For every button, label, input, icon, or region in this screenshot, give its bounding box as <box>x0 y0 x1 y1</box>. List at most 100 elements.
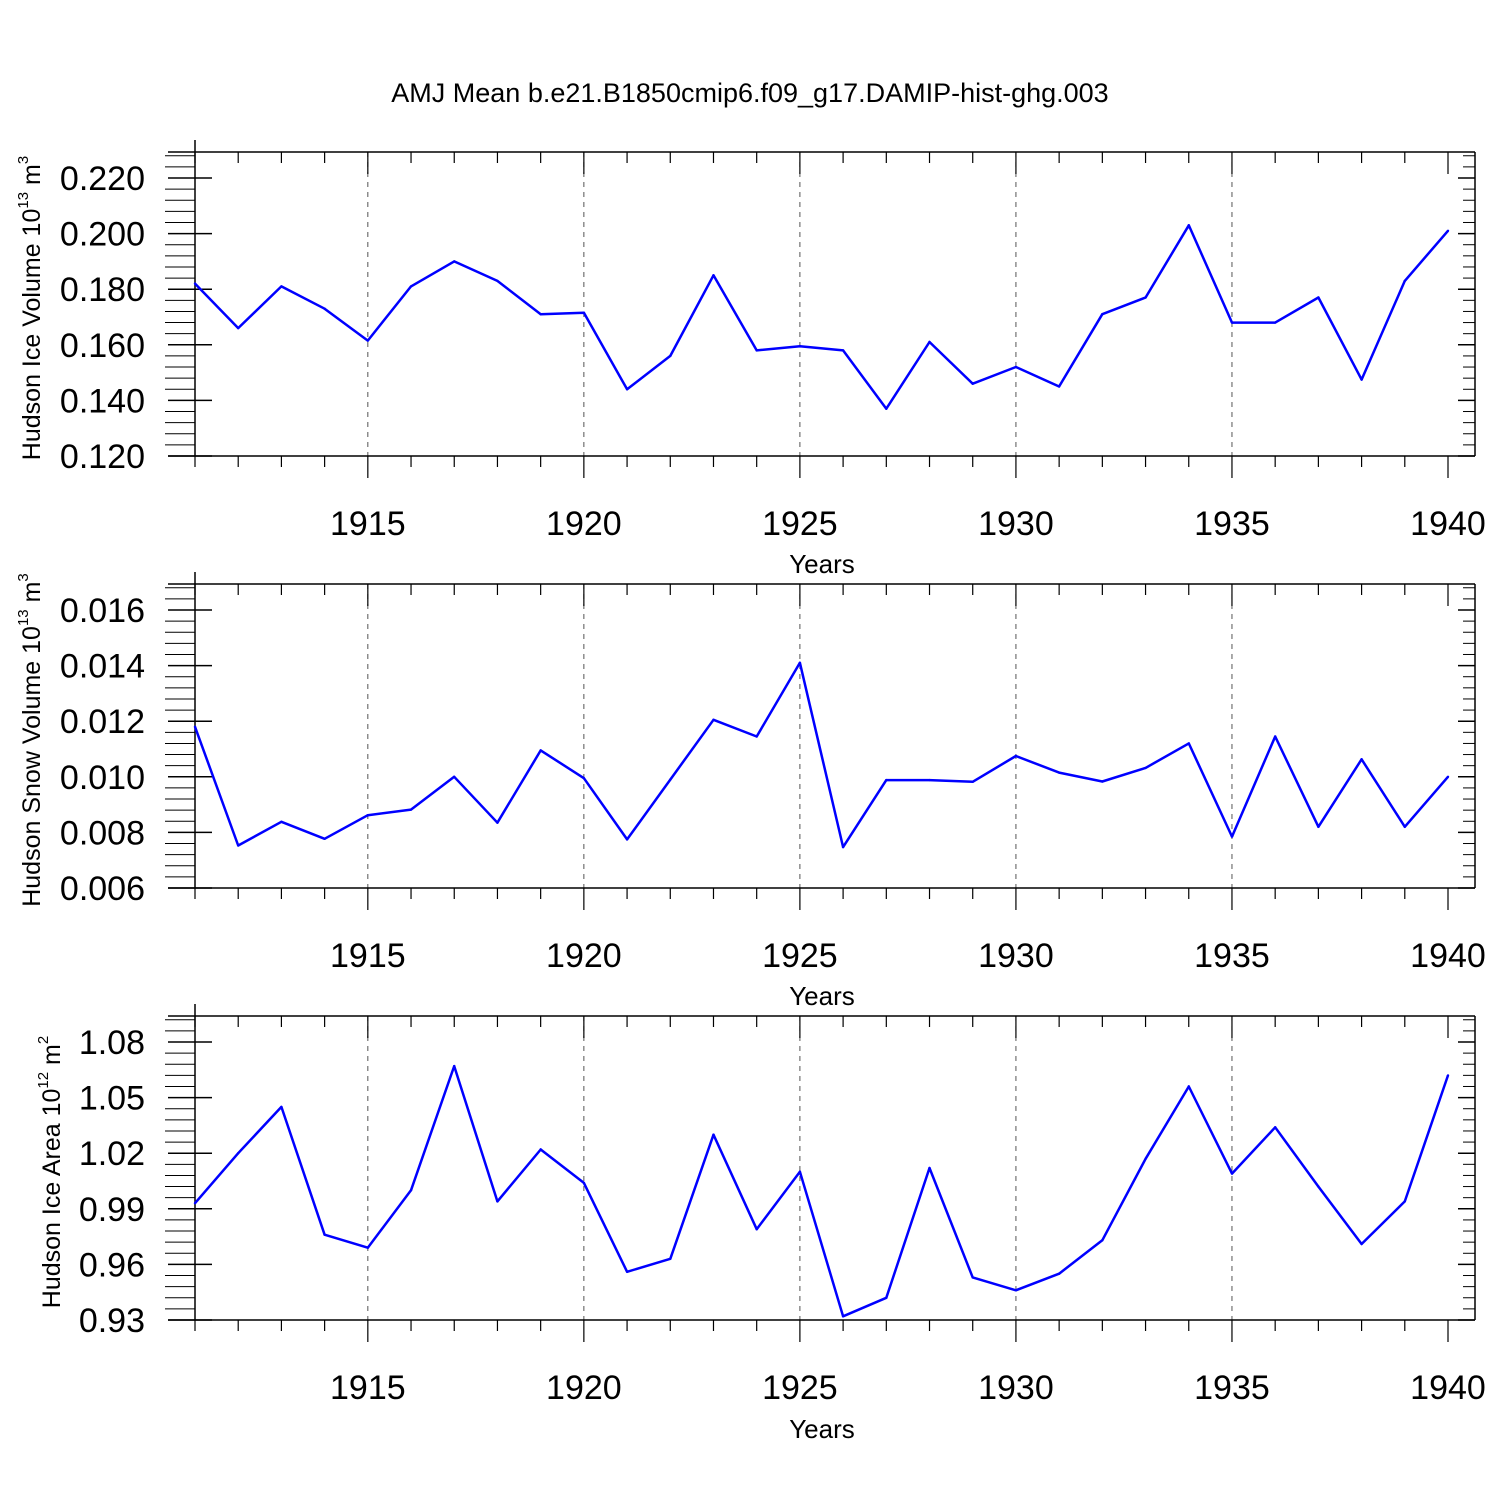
x-axis-title: Years <box>789 1414 855 1444</box>
data-point <box>798 345 802 348</box>
data-point <box>582 777 586 780</box>
data-point <box>1230 1172 1234 1175</box>
data-point <box>669 1257 672 1261</box>
y-tick-label: 1.02 <box>79 1135 145 1173</box>
y-tick-label: 0.180 <box>60 271 145 309</box>
data-point <box>409 1189 413 1192</box>
data-point <box>582 1181 586 1185</box>
data-point <box>1014 365 1018 369</box>
y-axis-title: Hudson Snow Volume 1013 m3 <box>15 573 46 907</box>
data-point <box>841 349 845 352</box>
panel-ice-area: 0.93 0.96 0.99 1.02 1.05 1.08 1915 1920 1925 1930… <box>35 1004 1486 1444</box>
x-tick-label: 1935 <box>1194 1369 1270 1407</box>
data-point <box>1057 771 1061 774</box>
data-point <box>1274 321 1277 324</box>
data-point <box>366 814 369 817</box>
x-tick-label: 1925 <box>762 505 838 543</box>
y-tick-label: 0.120 <box>60 438 145 476</box>
data-point <box>237 844 240 847</box>
data-point <box>1360 1242 1363 1246</box>
data-point <box>366 339 369 342</box>
data-point <box>798 661 802 664</box>
data-point <box>669 354 672 358</box>
y-axis-title: Hudson Ice Volume 1013 m3 <box>15 156 46 460</box>
data-point <box>712 274 715 277</box>
x-tick-label: 1930 <box>978 505 1054 543</box>
x-axis-title: Years <box>789 549 855 579</box>
y-tick-label: 0.160 <box>60 327 145 365</box>
data-point <box>1317 296 1320 299</box>
data-point <box>928 778 931 782</box>
data-point <box>971 780 974 783</box>
data-point <box>280 1105 283 1109</box>
data-point <box>1014 754 1018 758</box>
y-tick-label: 1.05 <box>79 1080 145 1118</box>
x-tick-label: 1940 <box>1410 505 1486 543</box>
data-point <box>1144 1157 1147 1161</box>
data-point <box>1014 1289 1018 1292</box>
data-point <box>625 838 629 841</box>
data-point <box>1274 1126 1277 1129</box>
chart-title: AMJ Mean b.e21.B1850cmip6.f09_g17.DAMIP-… <box>391 78 1109 108</box>
data-point <box>1057 385 1061 388</box>
x-tick-label: 1915 <box>330 1369 406 1407</box>
data-point <box>798 1170 802 1173</box>
y-tick-label: 0.200 <box>60 216 145 254</box>
x-tick-label: 1915 <box>330 937 406 975</box>
data-point <box>712 1133 715 1136</box>
y-tick-label: 0.93 <box>79 1302 145 1340</box>
data-point <box>539 1148 542 1151</box>
data-point <box>453 775 456 778</box>
x-tick-label: 1940 <box>1410 937 1486 975</box>
data-point <box>539 313 542 316</box>
y-tick-label: 1.08 <box>79 1024 145 1062</box>
data-point <box>841 1315 845 1318</box>
x-tick-label: 1925 <box>762 1369 838 1407</box>
data-point <box>409 285 413 288</box>
data-point <box>323 837 326 840</box>
y-axis-title: Hudson Ice Area 1012 m2 <box>35 1036 66 1308</box>
data-point <box>1403 279 1407 283</box>
panel-snow-volume: 0.006 0.008 0.010 0.012 0.014 0.016 1915 1920 19… <box>15 572 1486 1011</box>
data-point <box>1144 296 1147 299</box>
panel-ice-volume: 0.120 0.140 0.160 0.180 0.200 0.220 1915 1920 19… <box>15 140 1486 579</box>
data-point <box>193 725 197 728</box>
data-point <box>1187 742 1191 745</box>
y-tick-label: 0.220 <box>60 160 145 198</box>
data-point <box>1446 775 1450 778</box>
y-tick-label: 0.96 <box>79 1246 145 1284</box>
data-point <box>1057 1272 1061 1275</box>
data-point <box>1230 321 1234 324</box>
data-point <box>323 1233 326 1236</box>
data-point <box>280 820 283 823</box>
data-point <box>453 1064 456 1068</box>
y-tick-label: 0.012 <box>60 703 145 741</box>
data-point <box>841 845 845 849</box>
data-point <box>885 778 888 782</box>
data-point <box>625 388 629 391</box>
x-tick-label: 1915 <box>330 505 406 543</box>
x-axis-title: Years <box>789 981 855 1011</box>
data-point <box>496 1200 499 1203</box>
data-point <box>971 382 974 385</box>
x-tick-label: 1930 <box>978 1369 1054 1407</box>
series-line-snow-volume <box>193 661 1449 849</box>
data-point <box>885 407 888 410</box>
data-point <box>928 340 931 344</box>
data-point <box>1317 825 1320 828</box>
data-point <box>366 1246 369 1249</box>
data-point <box>1360 378 1363 381</box>
x-tick-label: 1935 <box>1194 937 1270 975</box>
data-point <box>1101 780 1104 783</box>
data-point <box>1101 313 1104 316</box>
data-point <box>755 1228 758 1231</box>
data-point <box>669 778 672 781</box>
data-point <box>237 326 240 330</box>
data-point <box>582 311 586 314</box>
data-point <box>453 260 456 263</box>
data-point <box>928 1166 931 1170</box>
data-point <box>1403 825 1407 828</box>
x-tick-label: 1930 <box>978 937 1054 975</box>
y-tick-label: 0.010 <box>60 759 145 797</box>
